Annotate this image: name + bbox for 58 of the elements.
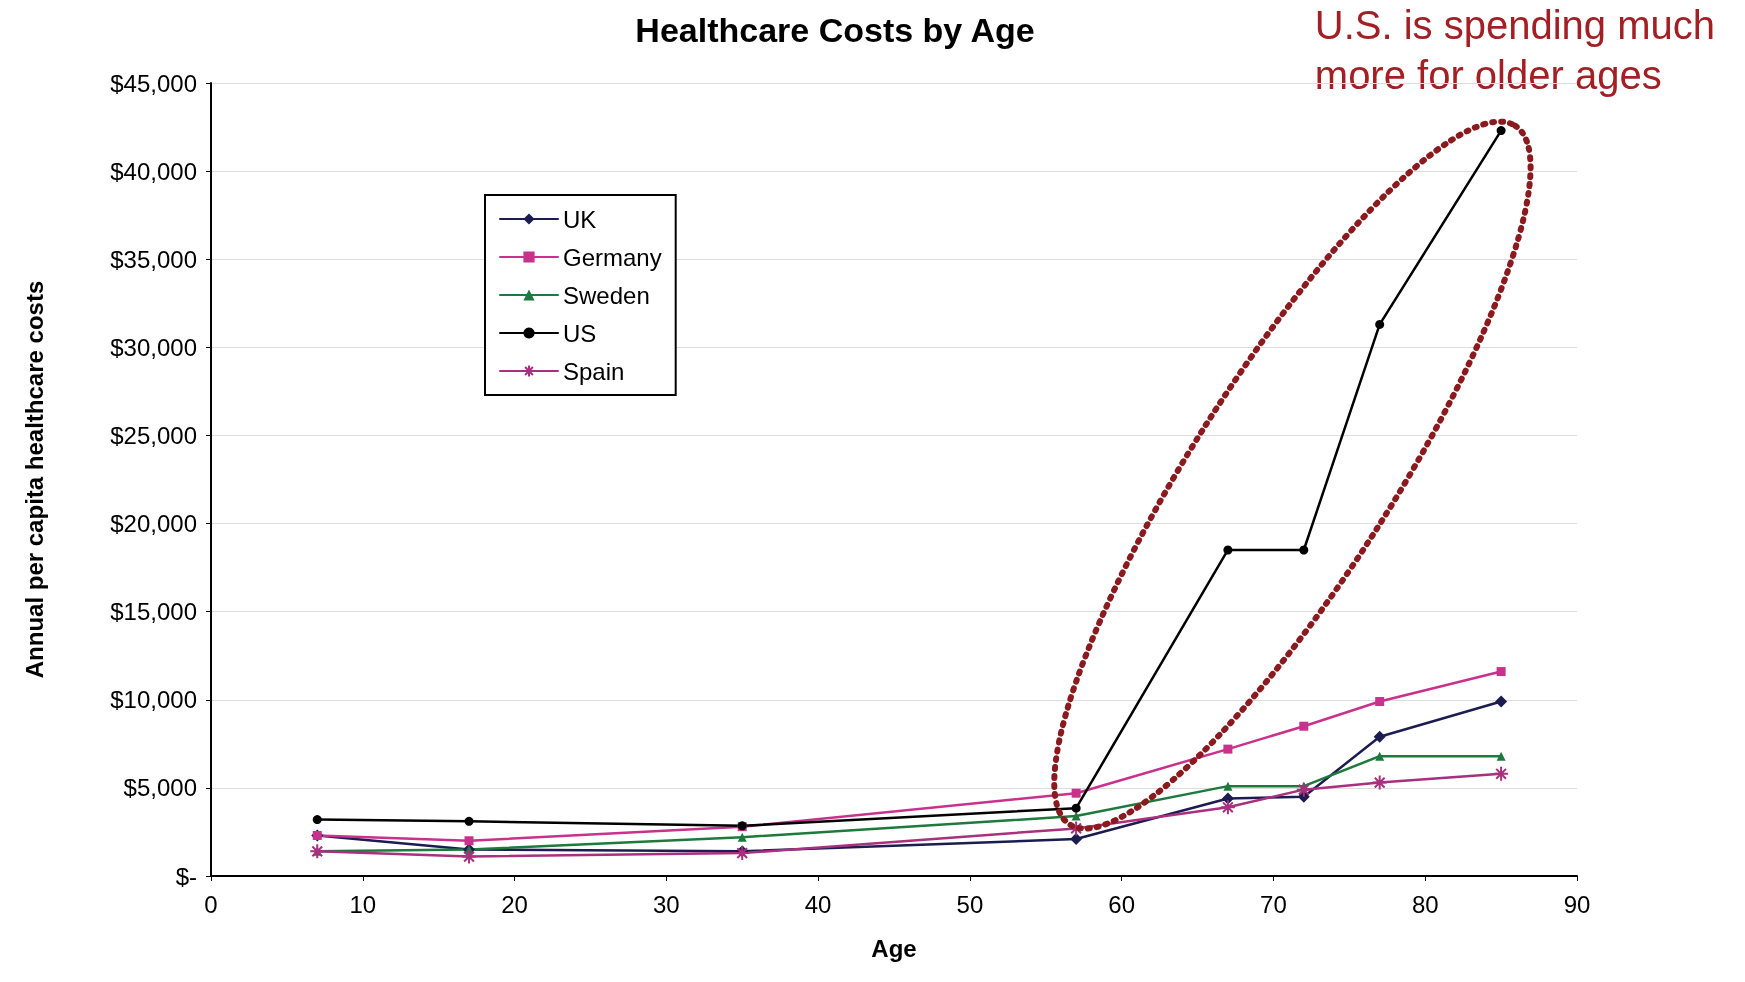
point: [1496, 751, 1506, 761]
y-tick-label: $-: [175, 862, 197, 890]
x-axis-title: Age: [871, 934, 917, 962]
legend-label: UK: [563, 205, 597, 233]
point: [1375, 697, 1385, 707]
y-tick-label: $30,000: [110, 333, 197, 361]
x-tick-label: 90: [1563, 890, 1591, 918]
legend-label: US: [563, 319, 597, 347]
point: [464, 836, 474, 846]
x-tick-label: 30: [652, 890, 680, 918]
point: [1299, 545, 1309, 555]
point: [464, 816, 474, 826]
point: [1219, 799, 1236, 816]
point: [734, 845, 751, 862]
point: [1223, 744, 1233, 754]
point: [461, 848, 478, 865]
chart-title: Healthcare Costs by Age: [635, 11, 1035, 49]
y-tick-label: $5,000: [123, 774, 197, 802]
y-tick-label: $20,000: [110, 510, 197, 538]
annotation: U.S. is spending much more for older ages: [1314, 3, 1716, 97]
point: [1071, 811, 1081, 821]
point: [1299, 721, 1309, 731]
point: [1493, 765, 1510, 782]
x-tick-label: 80: [1411, 890, 1439, 918]
x-tick-label: 10: [349, 890, 377, 918]
point: [737, 832, 747, 842]
point: [1070, 832, 1083, 845]
x-tick-label: 40: [804, 890, 832, 918]
point: [1375, 319, 1385, 329]
x-tick-label: 60: [1108, 890, 1136, 918]
x-tick-label: 20: [501, 890, 528, 918]
point: [312, 815, 322, 825]
y-tick-label: $25,000: [110, 421, 197, 449]
legend-label: Spain: [563, 357, 625, 385]
point: [309, 843, 326, 860]
y-tick-label: $45,000: [110, 69, 197, 97]
y-tick-label: $35,000: [110, 245, 197, 273]
point: [1295, 781, 1312, 798]
y-tick-label: $40,000: [110, 157, 197, 185]
legend-label: Sweden: [563, 281, 650, 309]
x-tick-label: 0: [204, 890, 218, 918]
y-tick-label: $10,000: [110, 686, 197, 714]
point: [1068, 820, 1085, 837]
y-axis-title: Annual per capita healthcare costs: [20, 280, 48, 679]
point: [1495, 695, 1508, 708]
point: [1371, 774, 1388, 791]
x-tick-label: 50: [956, 890, 984, 918]
point: [1071, 788, 1081, 798]
point: [1496, 667, 1506, 677]
point: [1375, 751, 1385, 761]
y-tick-label: $15,000: [110, 598, 197, 626]
point: [1071, 803, 1081, 813]
point: [1373, 730, 1386, 743]
x-tick-label: 70: [1260, 890, 1287, 918]
legend-label: Germany: [563, 243, 662, 271]
point: [1496, 126, 1506, 136]
point: [1223, 781, 1233, 791]
point: [1223, 545, 1233, 555]
